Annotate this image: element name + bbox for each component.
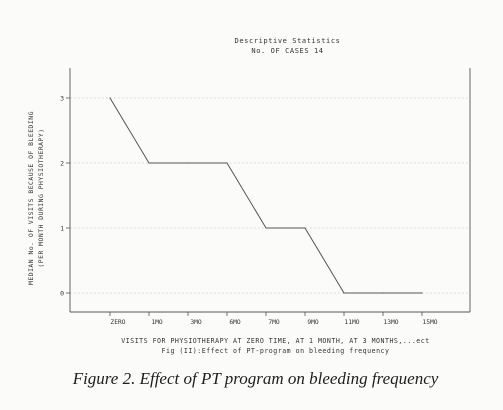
y-axis-label-secondary: (PER MONTH DURING PHYSIOTHERAPY) — [37, 128, 45, 268]
x-tick-label: 9MO — [307, 319, 319, 326]
grid-layer — [70, 97, 470, 294]
figure-inner-caption: Fig (II):Effect of PT-program on bleedin… — [161, 347, 390, 355]
y-tick-label: 0 — [60, 290, 64, 298]
data-point — [343, 292, 345, 294]
y-tick-label: 2 — [60, 160, 64, 168]
x-tick-label: 15MO — [422, 319, 437, 326]
y-tick-label: 3 — [60, 95, 64, 103]
data-point — [265, 227, 267, 229]
y-axis-label: MEDIAN No. OF VISITS BECAUSE OF BLEEDING — [27, 111, 35, 285]
data-point — [109, 97, 111, 99]
x-tick-label: 6MO — [229, 319, 241, 326]
x-axis-label: VISITS FOR PHYSIOTHERAPY AT ZERO TIME, A… — [121, 337, 430, 345]
figure-caption: Figure 2. Effect of PT program on bleedi… — [0, 369, 503, 389]
chart-title-block: Descriptive Statistics No. OF CASES 14 — [0, 36, 503, 56]
tick-label-layer: 0 1 2 3 ZERO 1MO 3MO 6MO 7MO 9MO 11MO 13MO 15MO — [60, 95, 438, 327]
x-tick-label: 1MO — [151, 319, 163, 326]
chart-title: Descriptive Statistics — [234, 37, 341, 45]
x-tick-label: 7MO — [268, 319, 280, 326]
data-point — [187, 162, 189, 164]
x-tick-label: 13MO — [383, 319, 398, 326]
data-point — [226, 162, 228, 164]
axis-layer — [66, 68, 471, 316]
series-layer — [109, 97, 423, 294]
data-point — [421, 292, 423, 294]
chart-subtitle: No. OF CASES 14 — [251, 47, 324, 55]
data-point — [304, 227, 306, 229]
x-tick-label: 3MO — [190, 319, 202, 326]
x-tick-label: 11MO — [344, 319, 359, 326]
series-line — [109, 97, 422, 294]
figure-caption-text: Figure 2. Effect of PT program on bleedi… — [72, 369, 439, 388]
data-point — [382, 292, 384, 294]
x-tick-label: ZERO — [110, 319, 125, 326]
data-point — [148, 162, 150, 164]
y-tick-label: 1 — [60, 225, 64, 233]
x-axis-label-block: VISITS FOR PHYSIOTHERAPY AT ZERO TIME, A… — [0, 336, 503, 356]
